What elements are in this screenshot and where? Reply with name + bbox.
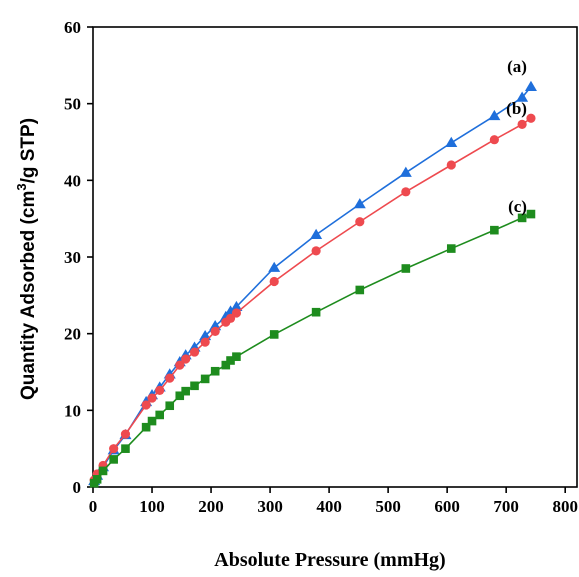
- data-point-triangle: [524, 80, 537, 91]
- data-point-square: [526, 209, 536, 219]
- series-label: (c): [508, 197, 527, 216]
- data-point-circle: [231, 308, 242, 318]
- data-point-square: [181, 386, 190, 396]
- y-axis-title-part: /g STP): [18, 118, 39, 183]
- series-label: (b): [506, 99, 527, 118]
- data-point-square: [190, 381, 199, 391]
- y-tick-label: 20: [64, 325, 81, 344]
- data-point-square: [155, 410, 164, 420]
- data-point-triangle: [199, 329, 212, 341]
- data-point-square: [232, 352, 241, 361]
- data-point-circle: [489, 135, 499, 145]
- x-tick-label: 800: [552, 497, 578, 516]
- data-point-square: [226, 356, 235, 365]
- y-tick-label: 40: [64, 171, 81, 190]
- series-line: [93, 86, 532, 482]
- series-layer: [88, 80, 537, 488]
- data-point-square: [141, 422, 151, 432]
- data-point-circle: [120, 429, 131, 439]
- data-point-circle: [109, 444, 119, 454]
- data-point-circle: [141, 400, 151, 410]
- data-point-circle: [155, 385, 165, 395]
- data-point-circle: [147, 393, 157, 403]
- data-point-square: [210, 366, 220, 376]
- series-label: (a): [507, 57, 527, 76]
- data-point-circle: [175, 360, 185, 370]
- x-tick-label: 100: [139, 497, 165, 516]
- data-point-triangle: [268, 261, 281, 272]
- x-tick-label: 0: [89, 497, 98, 516]
- data-point-circle: [210, 326, 220, 336]
- data-point-square: [446, 244, 456, 253]
- y-axis-title: Quantity Adsorbed (cm3/g STP): [14, 118, 39, 400]
- data-point-square: [200, 374, 210, 384]
- data-point-circle: [225, 313, 236, 323]
- data-point-square: [311, 307, 321, 317]
- data-point-triangle: [353, 198, 366, 209]
- x-tick-label: 300: [257, 497, 283, 516]
- x-tick-label: 700: [493, 497, 519, 516]
- data-point-square: [401, 264, 411, 273]
- y-tick-label: 60: [64, 18, 81, 37]
- axes: [87, 26, 578, 493]
- data-point-square: [517, 213, 527, 223]
- data-point-square: [165, 401, 175, 411]
- data-point-triangle: [445, 136, 458, 147]
- data-point-square: [355, 285, 365, 295]
- series-line: [93, 117, 532, 481]
- data-point-circle: [165, 373, 175, 383]
- data-point-triangle: [230, 300, 243, 312]
- data-point-triangle: [209, 320, 222, 331]
- data-point-square: [175, 391, 185, 401]
- y-axis-title-superscript: 3: [14, 183, 29, 190]
- data-point-square: [221, 360, 231, 370]
- data-point-circle: [517, 119, 527, 129]
- data-point-square: [490, 225, 499, 235]
- data-point-triangle: [399, 166, 412, 177]
- data-point-circle: [269, 276, 279, 287]
- data-point-circle: [355, 217, 365, 227]
- y-axis-title-part: Quantity Adsorbed (cm: [18, 191, 39, 400]
- y-tick-label: 10: [64, 401, 81, 420]
- y-tick-label: 0: [73, 478, 82, 497]
- plot-frame: [92, 26, 578, 488]
- data-point-square: [147, 416, 157, 426]
- y-tick-label: 30: [64, 248, 81, 267]
- data-point-triangle: [516, 91, 529, 102]
- data-point-square: [269, 330, 279, 339]
- data-point-circle: [401, 187, 411, 197]
- data-point-triangle: [310, 228, 323, 239]
- y-tick-label: 50: [64, 95, 81, 114]
- data-point-circle: [526, 113, 536, 123]
- x-tick-label: 200: [198, 497, 224, 516]
- data-point-circle: [200, 337, 210, 347]
- x-tick-label: 400: [316, 497, 342, 516]
- labels-layer: 0 100 200 300 400 500 600 700 800 0 10 20 30 40 50 60 Ab…: [14, 18, 578, 571]
- data-point-circle: [311, 246, 321, 256]
- series-2: [89, 113, 536, 485]
- data-point-triangle: [488, 109, 501, 121]
- data-point-circle: [446, 160, 456, 170]
- data-point-square: [121, 444, 130, 453]
- x-tick-label: 500: [375, 497, 401, 516]
- data-point-square: [109, 455, 118, 464]
- x-tick-label: 600: [434, 497, 460, 516]
- data-point-square: [92, 475, 102, 484]
- data-point-circle: [189, 347, 200, 357]
- data-point-circle: [181, 354, 191, 364]
- x-axis-title: Absolute Pressure (mmHg): [214, 549, 445, 571]
- series-3: [89, 209, 536, 488]
- data-point-square: [98, 466, 108, 476]
